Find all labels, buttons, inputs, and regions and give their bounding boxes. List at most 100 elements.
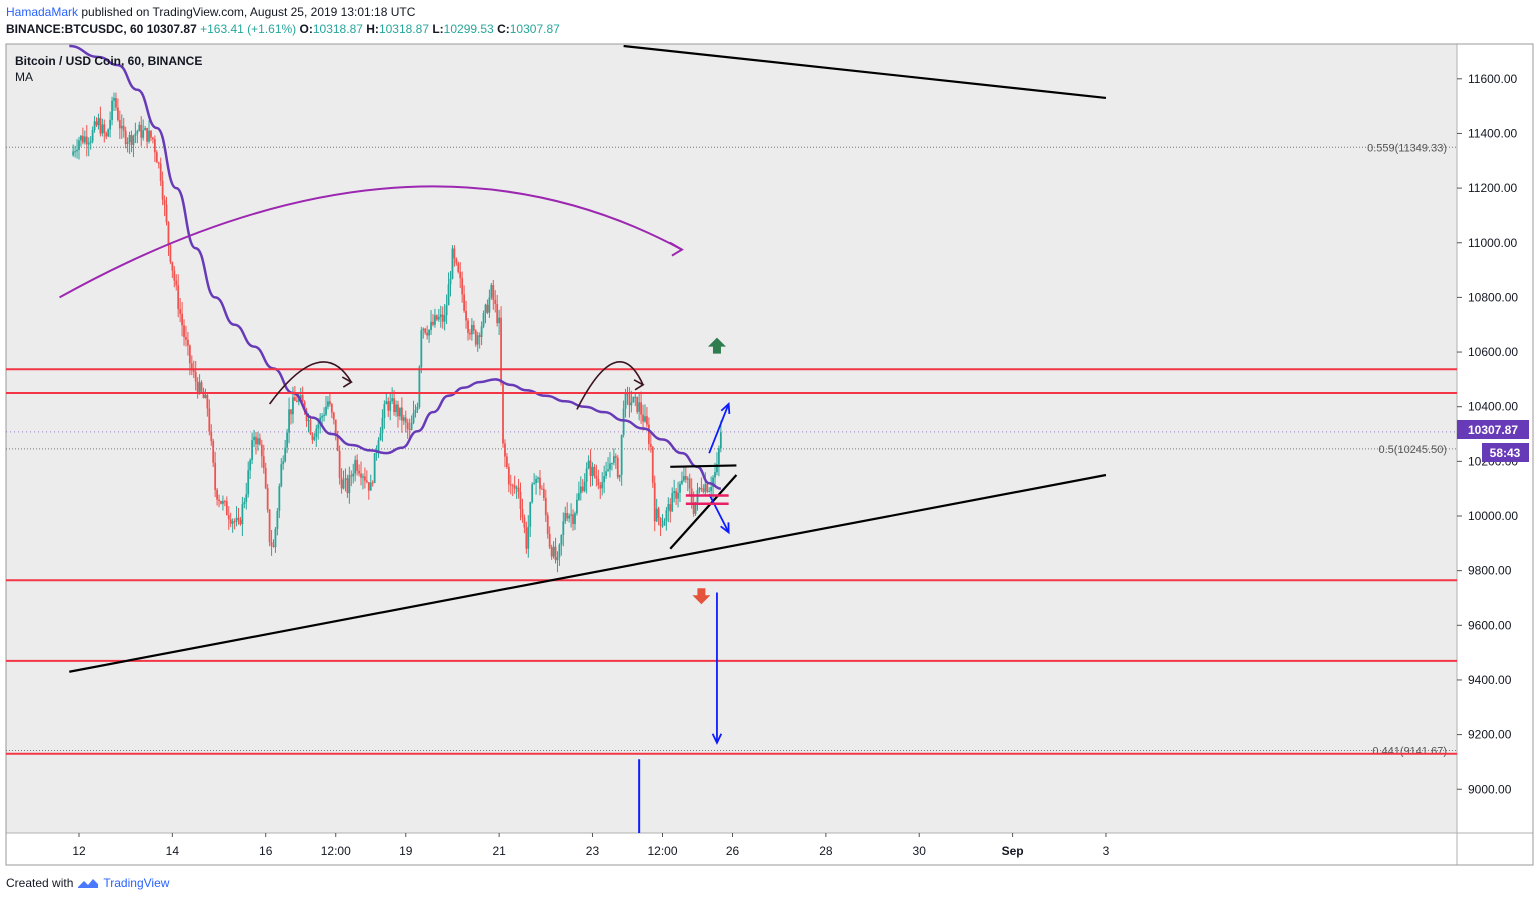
- candle-body-down: [548, 534, 551, 548]
- plot-area[interactable]: [6, 44, 1457, 833]
- candle-body-up: [535, 478, 537, 483]
- trendline: [669, 474, 738, 550]
- candle-body-down: [657, 508, 660, 518]
- candle-body-up: [375, 452, 378, 454]
- candle-body-up: [286, 432, 289, 448]
- candle-body-down: [640, 402, 643, 415]
- candle-body-down: [115, 97, 117, 108]
- candle-body-down: [264, 468, 267, 489]
- candle-body-down: [669, 504, 672, 512]
- candle-body-up: [655, 508, 658, 522]
- candle-body-down: [511, 485, 514, 487]
- candle-body-up: [531, 484, 534, 503]
- candle-body-down: [190, 363, 193, 371]
- candle-body-up: [574, 513, 576, 525]
- candle-body-up: [661, 525, 664, 527]
- candle-body-down: [463, 294, 466, 311]
- candle-body-down: [303, 401, 306, 411]
- candle-body-down: [365, 480, 368, 483]
- candle-body-up: [307, 419, 310, 421]
- legend-indicator: MA: [15, 70, 33, 84]
- symbol-label: BINANCE:BTCUSDC, 60: [6, 22, 144, 36]
- x-tick-label: 26: [726, 844, 740, 858]
- candle-body-up: [422, 328, 425, 331]
- candle-body-down: [295, 400, 298, 402]
- candle-body-up: [430, 321, 432, 331]
- candle-body-up: [576, 499, 578, 514]
- candle-body-up: [78, 140, 80, 150]
- candle-body-up: [247, 470, 250, 495]
- candle-body-down: [216, 490, 218, 500]
- candle-body-down: [161, 180, 164, 200]
- x-tick-label: 12: [72, 844, 86, 858]
- candle-body-up: [251, 440, 254, 460]
- candle-body-up: [354, 459, 357, 474]
- x-tick-label: Sep: [1002, 844, 1024, 858]
- candle-body-up: [443, 315, 446, 322]
- candle-body-up: [579, 486, 582, 494]
- candle-body-down: [688, 478, 691, 489]
- open-label: O:: [299, 22, 313, 36]
- candle-body-up: [412, 412, 415, 423]
- drawings-layer: [6, 44, 1457, 833]
- candle-body-down: [647, 424, 650, 444]
- last-price-badge: 10307.87: [1457, 420, 1529, 439]
- candle-body-down: [255, 436, 257, 445]
- candle-body-down: [506, 456, 508, 468]
- candle-body-down: [140, 124, 143, 138]
- candle-body-down: [572, 514, 574, 525]
- candle-body-down: [408, 428, 411, 430]
- candle-body-up: [671, 493, 674, 512]
- candle-body-down: [614, 456, 617, 458]
- candle-body-down: [334, 419, 337, 435]
- candle-body-up: [611, 462, 613, 464]
- candle-body-down: [179, 309, 182, 314]
- candle-body-up: [568, 515, 571, 519]
- candle-body-up: [418, 367, 421, 407]
- candle-body-down: [262, 456, 265, 469]
- candle-body-down: [461, 278, 464, 295]
- candle-body-up: [313, 436, 316, 440]
- y-tick-label: 11400.00: [1468, 126, 1517, 140]
- candle-body-up: [391, 398, 394, 402]
- x-tick-label: 30: [913, 844, 927, 858]
- scenario-arrowhead: [711, 733, 723, 745]
- candle-body-up: [686, 478, 689, 480]
- candle-body-down: [293, 397, 296, 401]
- candle-body-down: [453, 248, 456, 259]
- candle-body-down: [214, 462, 217, 491]
- candle-body-down: [541, 488, 543, 490]
- candle-body-up: [414, 409, 417, 413]
- candle-body-down: [700, 487, 703, 489]
- candle-body-up: [704, 484, 707, 492]
- tradingview-link[interactable]: TradingView: [103, 876, 170, 890]
- candle-body-up: [113, 97, 115, 101]
- candle-body-up: [673, 491, 676, 494]
- candle-body-down: [595, 475, 598, 479]
- candle-body-down: [659, 517, 662, 526]
- candle-body-down: [225, 501, 228, 516]
- high-value: 10318.87: [378, 22, 429, 36]
- candle-body-down: [387, 401, 390, 411]
- candle-body-down: [469, 332, 471, 335]
- candle-body-up: [556, 557, 559, 561]
- candle-body-up: [679, 483, 681, 493]
- candle-body-down: [167, 222, 170, 246]
- candle-body-down: [210, 431, 213, 442]
- x-tick-label: 21: [492, 844, 506, 858]
- candle-body-up: [677, 492, 679, 499]
- candle-body-down: [360, 473, 362, 478]
- candle-body-up: [667, 504, 670, 511]
- author-link[interactable]: HamadaMark: [6, 5, 79, 19]
- y-tick-label: 11000.00: [1468, 236, 1517, 250]
- candle-body-down: [432, 321, 434, 325]
- x-tick-label: 3: [1103, 844, 1110, 858]
- candle-body-down: [220, 500, 222, 504]
- candle-body-up: [410, 422, 413, 430]
- candle-body-up: [76, 149, 78, 152]
- candle-body-up: [362, 476, 364, 478]
- candle-body-down: [153, 139, 156, 153]
- candle-body-down: [200, 382, 203, 392]
- candle-body-up: [284, 447, 287, 462]
